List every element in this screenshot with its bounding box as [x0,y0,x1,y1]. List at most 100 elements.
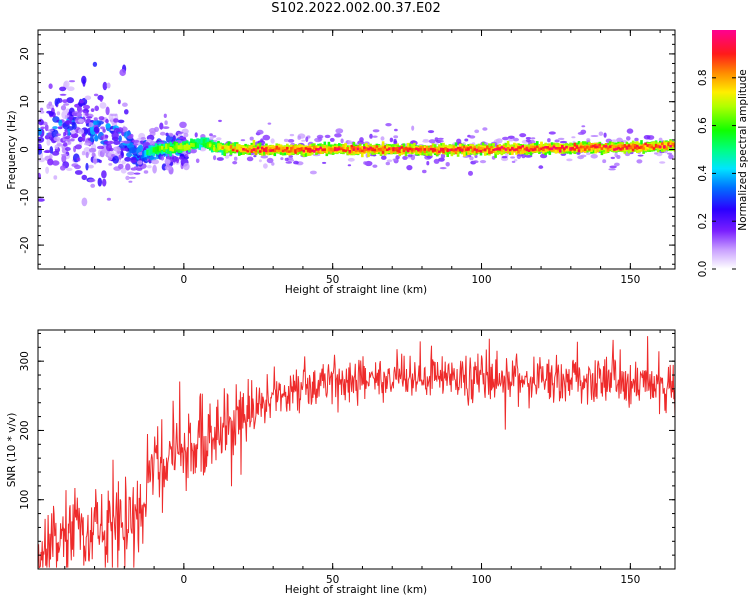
spectral-ridge-cell [598,143,602,148]
spectral-speck [287,139,295,143]
spectral-speck [76,112,83,118]
spectral-ridge-cell [227,146,231,150]
spectral-speck [611,139,617,143]
spectral-ridge-cell [346,147,349,150]
spectral-speck [103,141,109,144]
spectral-ridge-cell [227,141,231,149]
spectral-ridge-cell [185,143,189,149]
spectral-ridge-cell [661,143,664,148]
spectral-speck [60,105,67,111]
spectral-ridge-cell [565,147,568,152]
spectral-blob [81,133,86,138]
spectral-blob [107,152,112,157]
spectral-ridge-cell [631,143,635,148]
spectral-speck [658,137,663,142]
spectral-ridge-cell [390,149,393,154]
spectral-speck [184,154,189,158]
spectral-ridge-cell [452,148,456,152]
spectral-speck [445,162,450,167]
spectral-ridge-cell [652,147,656,150]
spectral-ridge-cell [458,148,462,152]
spectral-speck [63,131,67,137]
spectral-speck [86,116,93,119]
spectral-blob [179,121,187,128]
spectral-ridge-cell [198,139,201,145]
spectral-blob [106,82,111,89]
spectral-ridge-cell [252,139,256,150]
spectral-ridge-cell [421,146,424,150]
spectral-speck [525,139,531,143]
spectral-ridge-cell [456,148,460,152]
spectral-ridge-cell [283,149,287,152]
spectral-ridge-cell [458,146,462,151]
spectral-ridge-cell [417,148,420,151]
spectral-speck [433,158,440,164]
spectral-blob [178,156,184,160]
spectral-ridge-cell [365,147,368,151]
spectral-ridge-cell [415,149,418,155]
spectral-ridge-cell [498,147,502,151]
spectral-speck [102,128,106,133]
spectral-ridge-cell [169,141,172,149]
spectral-ridge-cell [611,145,614,150]
spectral-blob [77,106,83,114]
spectral-ridge-cell [450,148,454,151]
spectral-speck [547,138,551,143]
spectral-speck [643,135,651,140]
spectral-speck [44,149,51,153]
snr-y-tick-label: 100 [19,490,31,510]
spectral-ridge-cell [506,147,510,150]
spectral-speck [51,160,60,166]
spectral-ridge-cell [238,145,241,150]
spectral-blob [126,152,133,158]
spectral-speck [422,138,429,142]
spectral-speck [501,155,508,159]
spectral-ridge-cell [546,146,549,149]
spectral-speck [586,152,591,156]
spectral-ridge-cell [321,148,324,152]
spectral-speck [372,129,380,133]
spectral-ridge-cell [275,145,279,150]
spectrogram-y-tick-label: 20 [19,47,31,60]
spectral-speck [456,138,462,144]
spectral-ridge-cell [461,148,464,152]
spectral-speck [347,157,355,162]
spectral-ridge-cell [625,147,629,150]
spectral-speck [109,113,118,117]
spectral-speck [114,127,120,133]
spectral-ridge-cell [613,148,616,151]
spectral-speck [428,139,436,144]
spectral-blob [183,162,190,171]
colorbar: 0.0 0.2 0.4 0.6 0.8 Normalized spectral ampl… [697,30,749,277]
spectral-speck [91,152,96,157]
spectral-speck [554,139,560,143]
spectral-speck [335,128,344,134]
spectral-ridge-cell [519,147,522,152]
spectral-ridge-cell [273,148,277,153]
spectral-ridge-cell [600,147,604,150]
spectral-ridge-cell [244,148,247,152]
spectral-ridge-cell [402,143,406,151]
spectral-speck [392,158,398,161]
spectral-blob [81,197,88,207]
spectral-ridge-cell [638,146,641,149]
spectrogram-x-axis-label: Height of straight line (km) [285,284,427,296]
spectral-ridge-cell [483,150,487,156]
spectral-ridge-cell [544,146,547,149]
spectral-ridge-cell [575,146,579,149]
spectral-blob [105,118,109,124]
snr-x-tick-label: 50 [326,574,339,586]
spectral-speck [85,112,89,116]
spectral-blob [44,124,49,132]
spectral-ridge-cell [486,147,489,154]
spectral-speck [610,156,615,160]
spectral-ridge-cell [358,148,362,153]
spectral-ridge-cell [608,145,612,148]
spectral-speck [659,161,666,164]
spectral-ridge-cell [271,149,274,152]
spectral-blob [88,164,94,169]
spectral-speck [469,156,474,161]
colorbar-tick-label: 0.4 [697,165,709,182]
spectral-ridge-cell [350,149,354,154]
